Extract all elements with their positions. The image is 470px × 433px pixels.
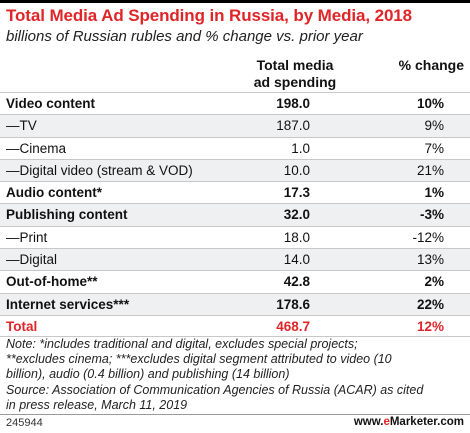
chart-id: 245944 — [6, 417, 43, 429]
note-line: Note: *includes traditional and digital,… — [6, 337, 358, 351]
row-label: Out-of-home** — [6, 274, 98, 290]
source-line: in press release, March 11, 2019 — [6, 397, 188, 412]
change-value: 21% — [416, 162, 444, 178]
notes: Note: *includes traditional and digital,… — [6, 337, 464, 413]
spending-value: 32.0 — [283, 207, 310, 223]
total-row: Total 468.7 12% — [0, 314, 470, 338]
row-label: —Cinema — [6, 140, 67, 156]
spending-value: 468.7 — [276, 318, 310, 334]
note-line: **excludes cinema; ***excludes digital s… — [6, 352, 392, 367]
table-row: —Digital 14.0 13% — [0, 248, 470, 271]
table-row: Video content 198.0 10% — [0, 92, 470, 114]
column-header-change: % change — [398, 57, 464, 73]
table-row: Publishing content 32.0 -3% — [0, 203, 470, 226]
column-header-spending-line2: ad spending — [253, 74, 337, 90]
change-value: -3% — [419, 207, 444, 223]
spending-value: 17.3 — [283, 185, 310, 201]
chart-title: Total Media Ad Spending in Russia, by Me… — [6, 6, 413, 25]
row-label: —Print — [6, 229, 48, 245]
row-label: Internet services*** — [6, 296, 130, 312]
table-row: —Print 18.0 -12% — [0, 225, 470, 248]
spending-value: 14.0 — [283, 252, 310, 268]
brand-accent: e — [383, 416, 390, 428]
spending-value: 198.0 — [276, 96, 310, 111]
spending-value: 1.0 — [291, 140, 310, 156]
table-row: —Digital video (stream & VOD) 10.0 21% — [0, 158, 470, 182]
table-row: Out-of-home** 42.8 2% — [0, 270, 470, 292]
change-value: 1% — [424, 185, 444, 201]
row-label: Audio content* — [6, 185, 102, 201]
spending-value: 187.0 — [276, 118, 310, 134]
change-value: 9% — [424, 118, 444, 134]
table-row: —TV 187.0 9% — [0, 114, 470, 137]
change-value: 10% — [416, 96, 444, 111]
row-label: Video content — [6, 96, 96, 111]
brand-logo[interactable]: www.eMarketer.com — [354, 416, 464, 428]
table-row: Audio content* 17.3 1% — [0, 181, 470, 203]
brand-prefix: www. — [353, 416, 384, 428]
data-table: Video content 198.0 10% —TV 187.0 9% —Cinema 1.… — [0, 92, 470, 338]
brand-suffix: Marketer.com — [389, 416, 464, 428]
spending-value: 178.6 — [276, 296, 310, 312]
row-label: —Digital video (stream & VOD) — [6, 162, 193, 178]
spending-value: 10.0 — [283, 162, 310, 178]
change-value: -12% — [412, 229, 444, 245]
column-header-spending-line1: Total media — [256, 57, 334, 73]
column-header-spending: Total media ad spending — [245, 57, 345, 91]
row-label: —Digital — [6, 252, 58, 268]
row-label: Total — [6, 318, 38, 334]
source-line: Source: Association of Communication Age… — [6, 382, 424, 397]
change-value: 12% — [416, 318, 444, 334]
change-value: 22% — [416, 296, 444, 312]
table-row: Internet services*** 178.6 22% — [0, 292, 470, 315]
spending-value: 42.8 — [283, 274, 310, 290]
change-value: 7% — [424, 140, 444, 156]
table-row: —Cinema 1.0 7% — [0, 136, 470, 159]
top-rule — [0, 0, 470, 3]
bottom-rule — [0, 414, 470, 415]
row-label: Publishing content — [6, 207, 128, 223]
chart-subtitle: billions of Russian rubles and % change … — [6, 28, 363, 45]
spending-value: 18.0 — [283, 229, 310, 245]
change-value: 13% — [416, 252, 444, 268]
change-value: 2% — [424, 274, 444, 290]
note-line: billion), audio (0.4 billion) and publis… — [6, 367, 290, 382]
row-label: —TV — [6, 118, 37, 134]
